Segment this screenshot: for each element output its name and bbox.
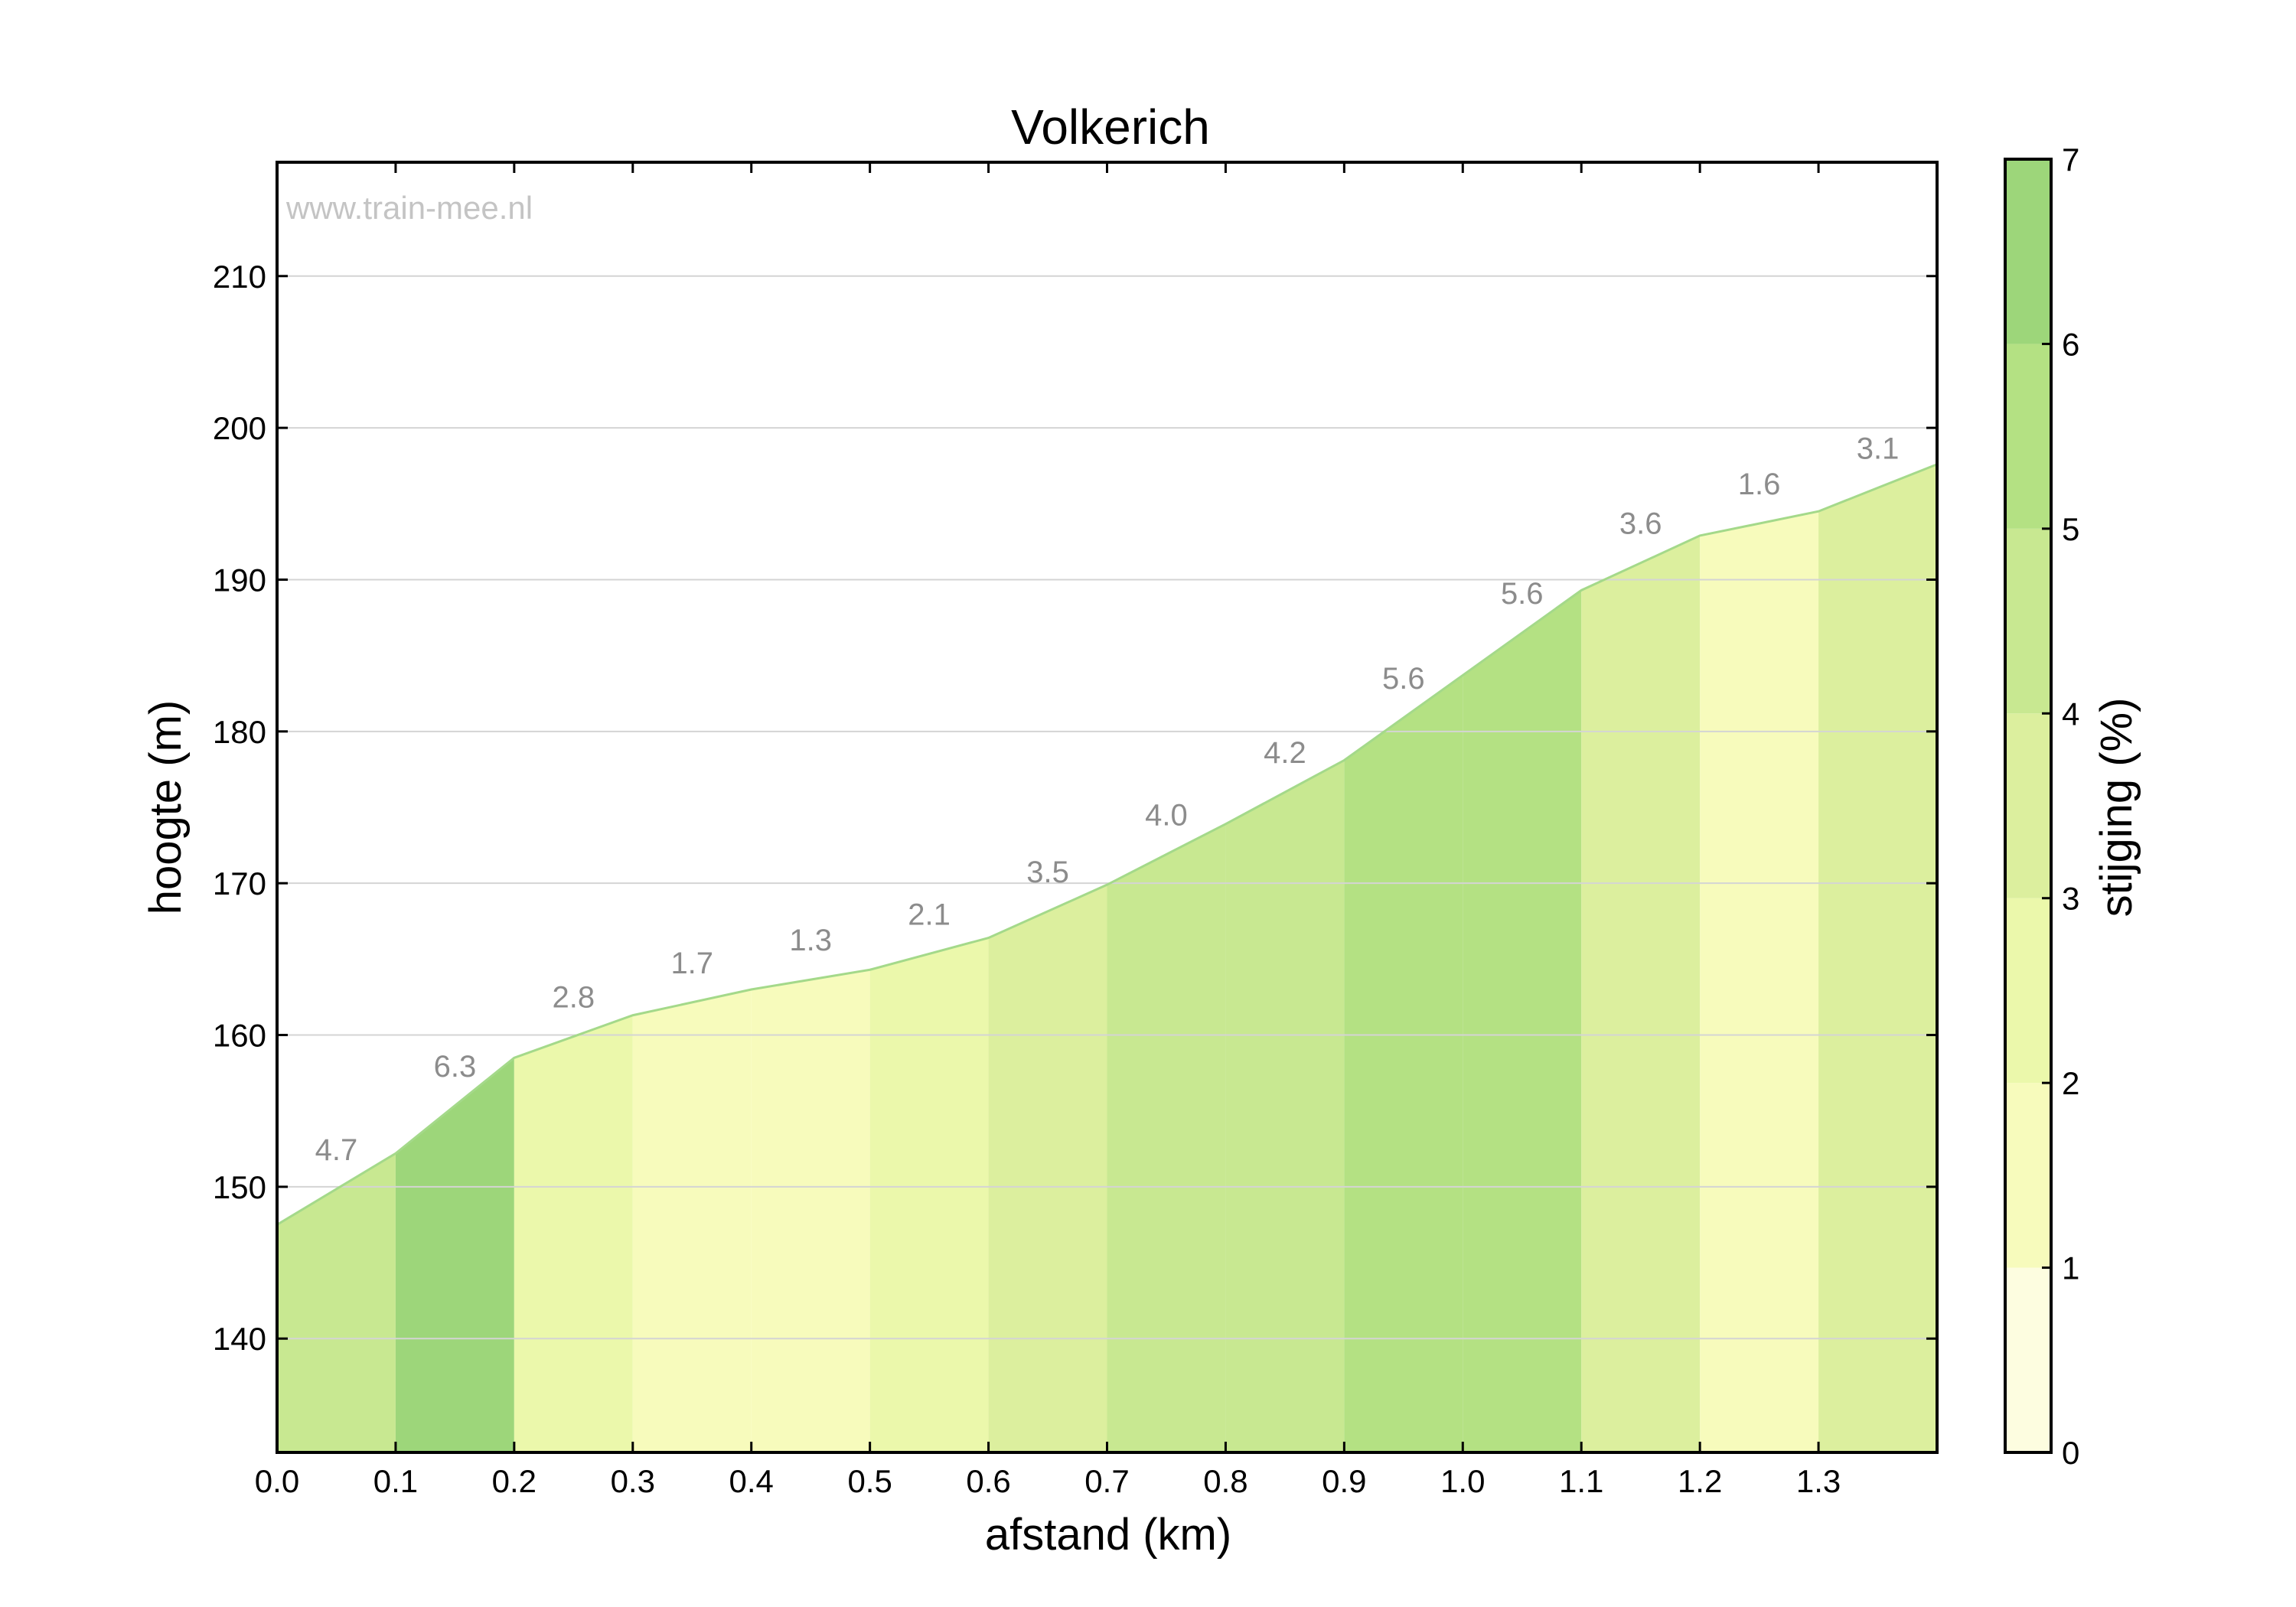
- elevation-polyline: [276, 463, 1938, 1226]
- colorbar-label: stijging (%): [2092, 698, 2141, 918]
- segment-fill-3: [632, 989, 752, 1452]
- colorbar-tick-label-4: 4: [2062, 696, 2079, 732]
- grade-label-11: 3.6: [1619, 507, 1662, 541]
- x-axis-label: afstand (km): [985, 1510, 1231, 1560]
- x-tick-label-0.5: 0.5: [847, 1463, 892, 1499]
- y-tick-label-190: 190: [213, 562, 266, 598]
- colorbar-tick-label-3: 3: [2062, 881, 2079, 917]
- segment-fill-0: [277, 1153, 396, 1452]
- y-tick-label-200: 200: [213, 410, 266, 446]
- x-tick-label-0.7: 0.7: [1084, 1463, 1129, 1499]
- colorbar-band-1: [2005, 1083, 2051, 1268]
- y-tick-label-150: 150: [213, 1169, 266, 1205]
- x-tick-label-0.1: 0.1: [373, 1463, 418, 1499]
- grade-labels: 4.7 6.3 2.8 1.7 1.3 2.1 3.5 4.0 4.2 5.6 5.6 3.6 1.6 3…: [315, 432, 1900, 1166]
- y-axis-label: hoogte (m): [141, 700, 191, 914]
- segment-fill-7: [1107, 823, 1226, 1452]
- segment-fill-13: [1818, 464, 1937, 1452]
- colorbar-tick-label-7: 7: [2062, 142, 2079, 178]
- colorbar-tick-label-5: 5: [2062, 511, 2079, 547]
- grade-label-7: 4.0: [1145, 798, 1188, 832]
- grade-label-1: 6.3: [434, 1050, 477, 1084]
- segment-fill-1: [395, 1058, 514, 1452]
- y-axis: 140 150 160 170 180 190 200 210: [213, 259, 1937, 1357]
- colorbar-frame: [2004, 158, 2053, 1454]
- y-tick-label-180: 180: [213, 714, 266, 750]
- grade-label-0: 4.7: [315, 1133, 358, 1167]
- colorbar-tick-label-2: 2: [2062, 1065, 2079, 1101]
- grade-label-3: 1.7: [670, 947, 713, 980]
- gradient-segment-fills: [277, 464, 1937, 1453]
- chart-title: Volkerich: [1011, 99, 1210, 155]
- y-tick-label-170: 170: [213, 865, 266, 901]
- grade-label-10: 5.6: [1501, 577, 1544, 611]
- segment-fill-4: [751, 970, 870, 1452]
- x-tick-label-0.6: 0.6: [966, 1463, 1010, 1499]
- colorbar-band-2: [2005, 898, 2051, 1084]
- colorbar-tick-label-1: 1: [2062, 1250, 2079, 1286]
- x-tick-label-0.4: 0.4: [729, 1463, 774, 1499]
- x-axis: 0.0 0.1 0.2 0.3 0.4 0.5 0.6 0.7 0.8 0.9 1.0 1.1 1.2 1…: [255, 162, 1841, 1499]
- x-tick-label-0.3: 0.3: [611, 1463, 655, 1499]
- x-tick-label-1.0: 1.0: [1440, 1463, 1485, 1499]
- colorbar-band-5: [2005, 344, 2051, 529]
- x-tick-label-1.2: 1.2: [1678, 1463, 1722, 1499]
- gridlines: [277, 275, 1937, 1340]
- segment-fill-6: [988, 885, 1107, 1452]
- grade-label-13: 3.1: [1857, 432, 1900, 465]
- colorbar-band-0: [2005, 1267, 2051, 1452]
- grade-label-6: 3.5: [1026, 856, 1069, 889]
- colorbar-band-4: [2005, 528, 2051, 714]
- segment-fill-5: [869, 937, 989, 1452]
- grade-label-9: 5.6: [1382, 662, 1425, 696]
- grade-label-8: 4.2: [1264, 736, 1306, 770]
- x-tick-label-0.9: 0.9: [1322, 1463, 1366, 1499]
- watermark: www.train-mee.nl: [285, 190, 533, 226]
- x-tick-label-1.1: 1.1: [1559, 1463, 1603, 1499]
- grade-label-4: 1.3: [789, 924, 832, 957]
- colorbar-tick-label-6: 6: [2062, 326, 2079, 362]
- y-tick-label-160: 160: [213, 1018, 266, 1054]
- plot-frame: [276, 161, 1939, 1454]
- x-tick-label-0.8: 0.8: [1203, 1463, 1247, 1499]
- segment-fill-9: [1344, 675, 1463, 1452]
- colorbar-band-3: [2005, 713, 2051, 898]
- segment-fill-10: [1463, 590, 1582, 1453]
- colorbar: 0 1 2 3 4 5 6 7: [2004, 142, 2079, 1471]
- segment-fill-2: [514, 1015, 633, 1452]
- segment-fill-8: [1225, 760, 1345, 1452]
- x-tick-label-0.2: 0.2: [492, 1463, 536, 1499]
- grade-label-12: 1.6: [1738, 468, 1781, 501]
- x-tick-label-0.0: 0.0: [255, 1463, 299, 1499]
- grade-label-2: 2.8: [553, 981, 595, 1015]
- x-tick-label-1.3: 1.3: [1796, 1463, 1841, 1499]
- y-tick-label-140: 140: [213, 1321, 266, 1357]
- y-tick-label-210: 210: [213, 259, 266, 295]
- colorbar-tick-label-0: 0: [2062, 1435, 2079, 1471]
- elevation-line: [276, 463, 1938, 1226]
- segment-fill-11: [1581, 535, 1701, 1452]
- grade-label-5: 2.1: [908, 898, 951, 931]
- segment-fill-12: [1700, 511, 1819, 1452]
- colorbar-band-6: [2005, 159, 2051, 344]
